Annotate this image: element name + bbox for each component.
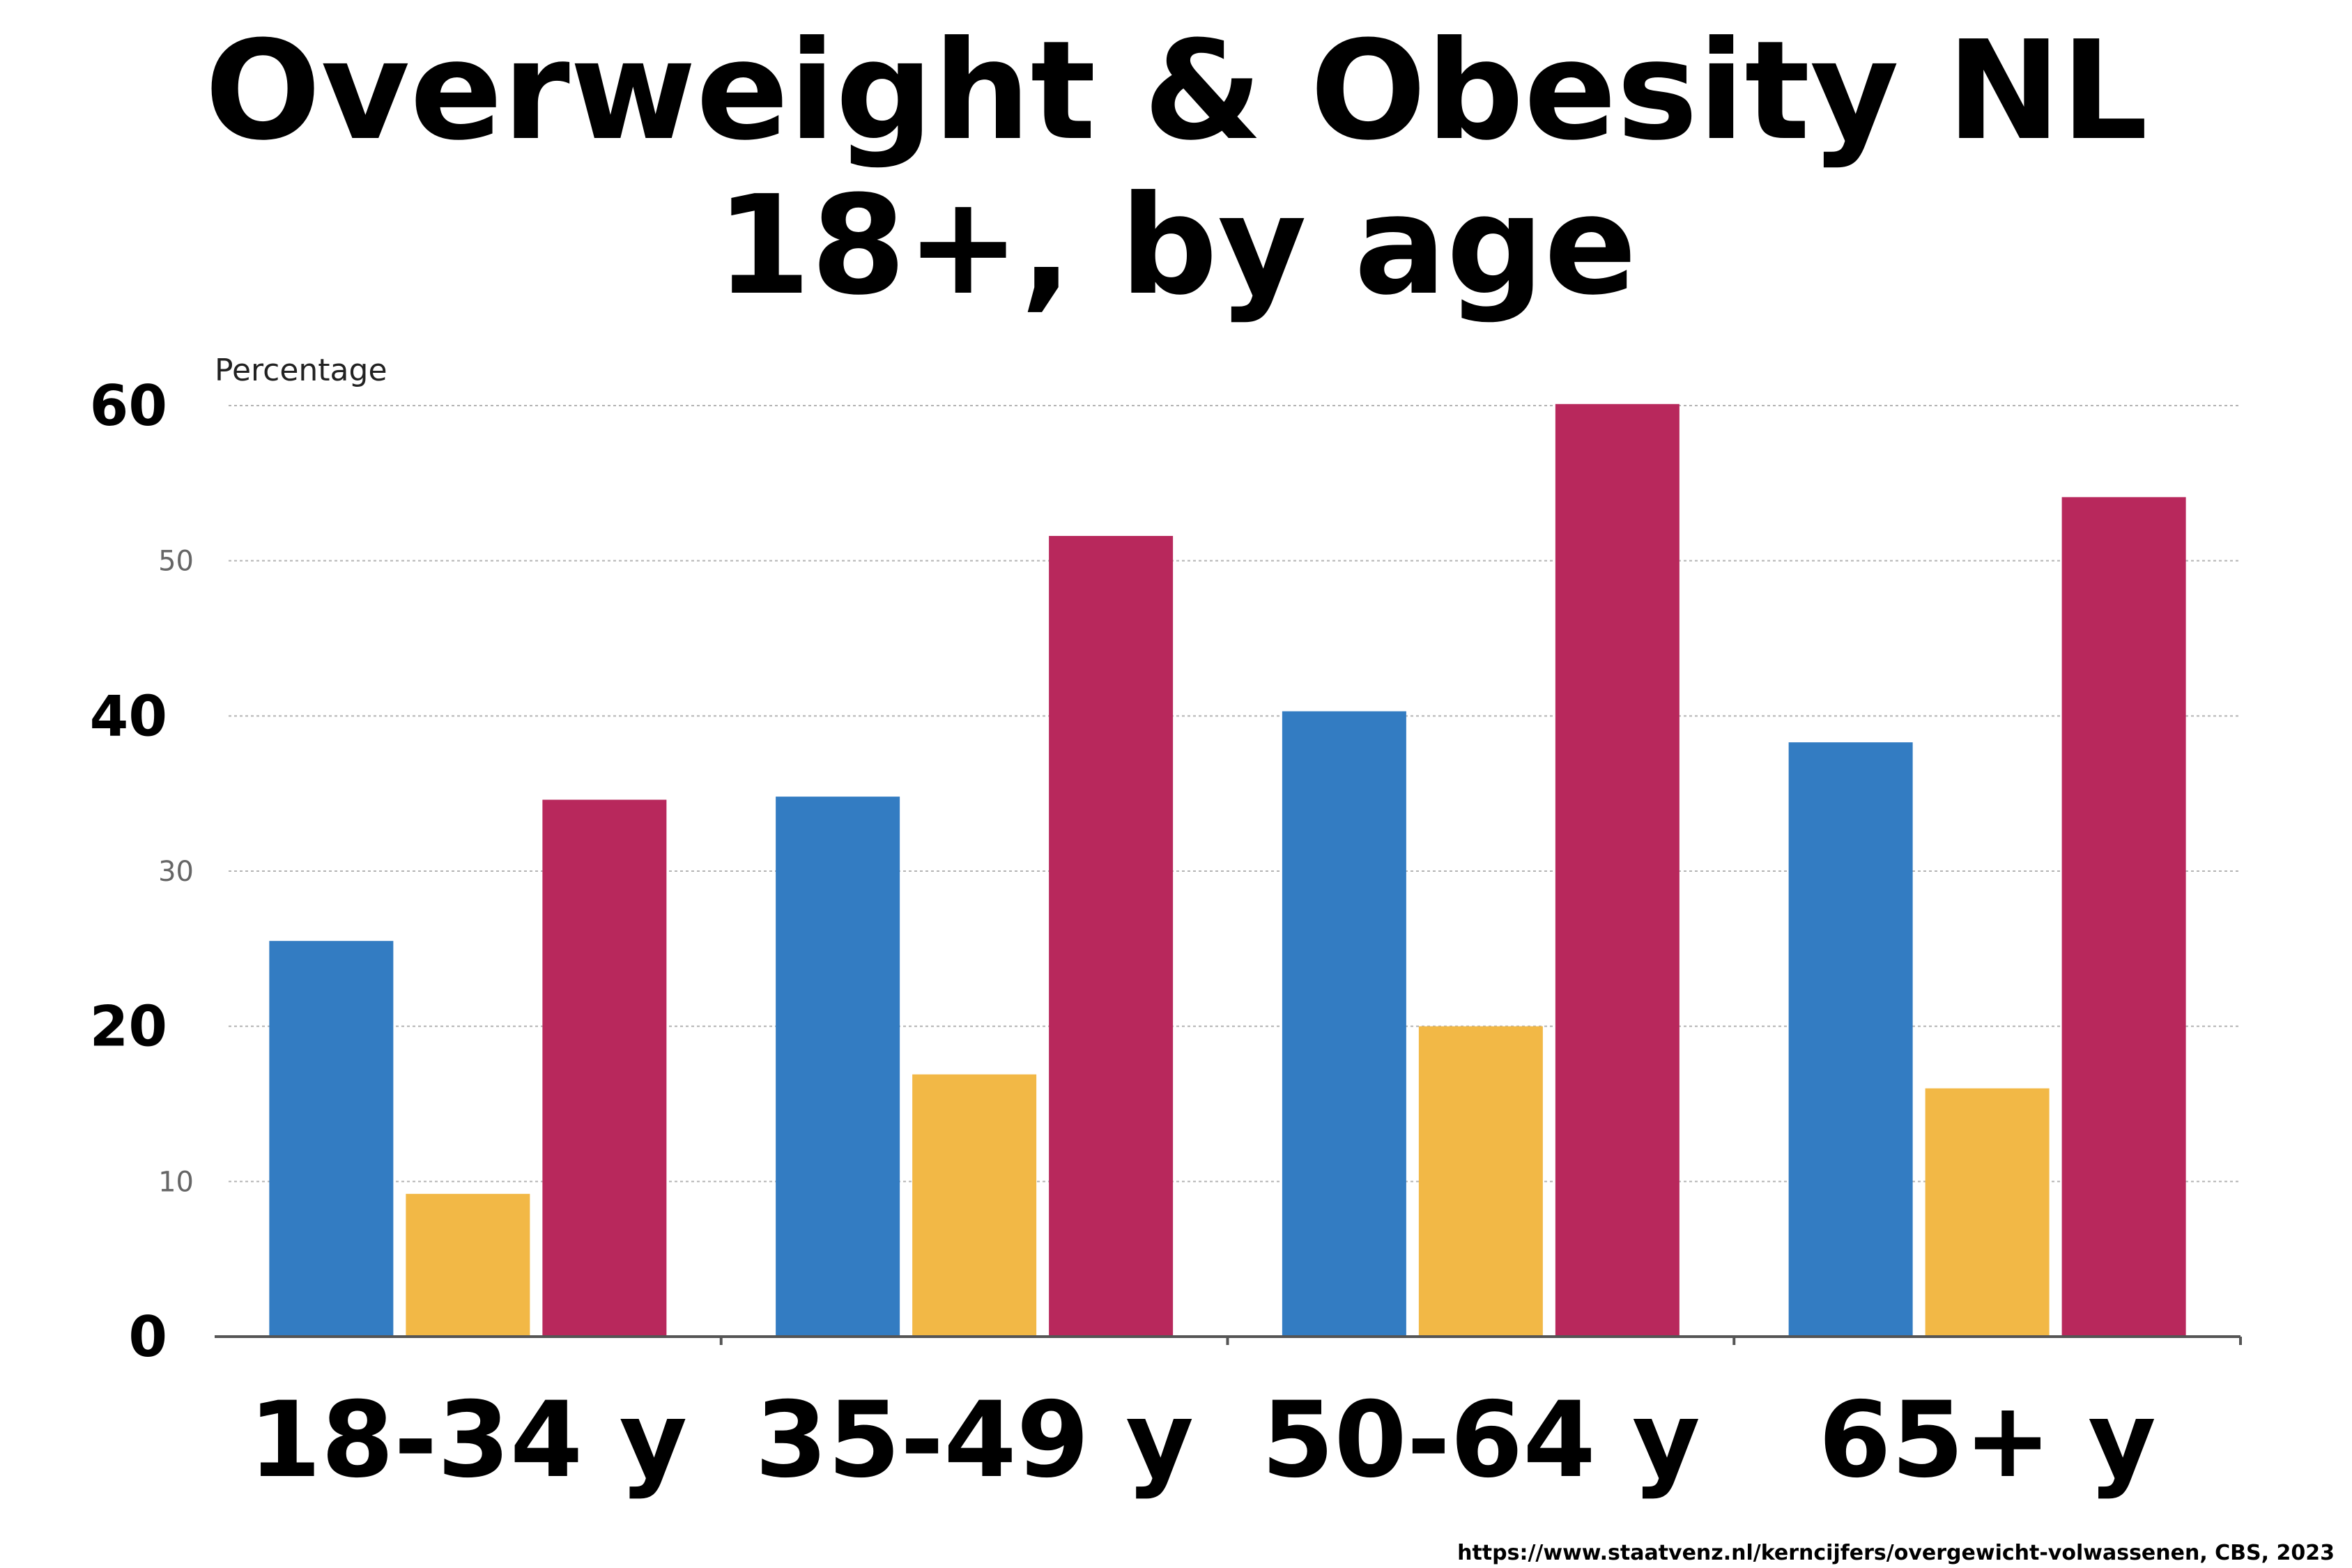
x-axis: [215, 1335, 2242, 1345]
bar: [1418, 1026, 1543, 1337]
y-tick-label: 60: [90, 374, 167, 438]
y-tick-label: 30: [158, 856, 194, 888]
y-tick-labels: 0 10 20 30 40 50 60: [90, 374, 194, 1369]
bar: [1555, 403, 1680, 1337]
y-axis-label: Percentage: [215, 353, 387, 388]
x-tick-labels: 18-34 y 35-49 y 50-64 y 65+ y: [249, 1380, 2156, 1501]
y-tick-label: 50: [158, 546, 194, 578]
x-tick-label: 50-64 y: [1261, 1380, 1700, 1501]
x-tick-label: 18-34 y: [249, 1380, 688, 1501]
bar: [776, 797, 900, 1337]
y-tick-label: 0: [128, 1305, 167, 1369]
y-tick-label: 10: [158, 1166, 194, 1198]
bar: [406, 1194, 530, 1337]
y-tick-label: 40: [90, 684, 167, 748]
grid-lines: [229, 405, 2240, 1183]
bar: [1282, 711, 1406, 1337]
bars: [269, 403, 2186, 1337]
x-tick-label: 35-49 y: [755, 1380, 1194, 1501]
bar: [269, 941, 394, 1337]
bar: [1049, 536, 1174, 1337]
chart-title-line1: Overweight & Obesity NL: [205, 12, 2148, 171]
bar: [2061, 497, 2186, 1337]
source-note: https://www.staatvenz.nl/kerncijfers/ove…: [1457, 1541, 2335, 1565]
y-tick-label: 20: [90, 994, 167, 1059]
bar: [912, 1074, 1037, 1337]
bar: [1925, 1088, 2050, 1337]
bar: [1788, 742, 1913, 1337]
bar: [542, 799, 667, 1337]
chart-title-line2: 18+, by age: [716, 167, 1636, 325]
x-tick-label: 65+ y: [1818, 1380, 2155, 1501]
